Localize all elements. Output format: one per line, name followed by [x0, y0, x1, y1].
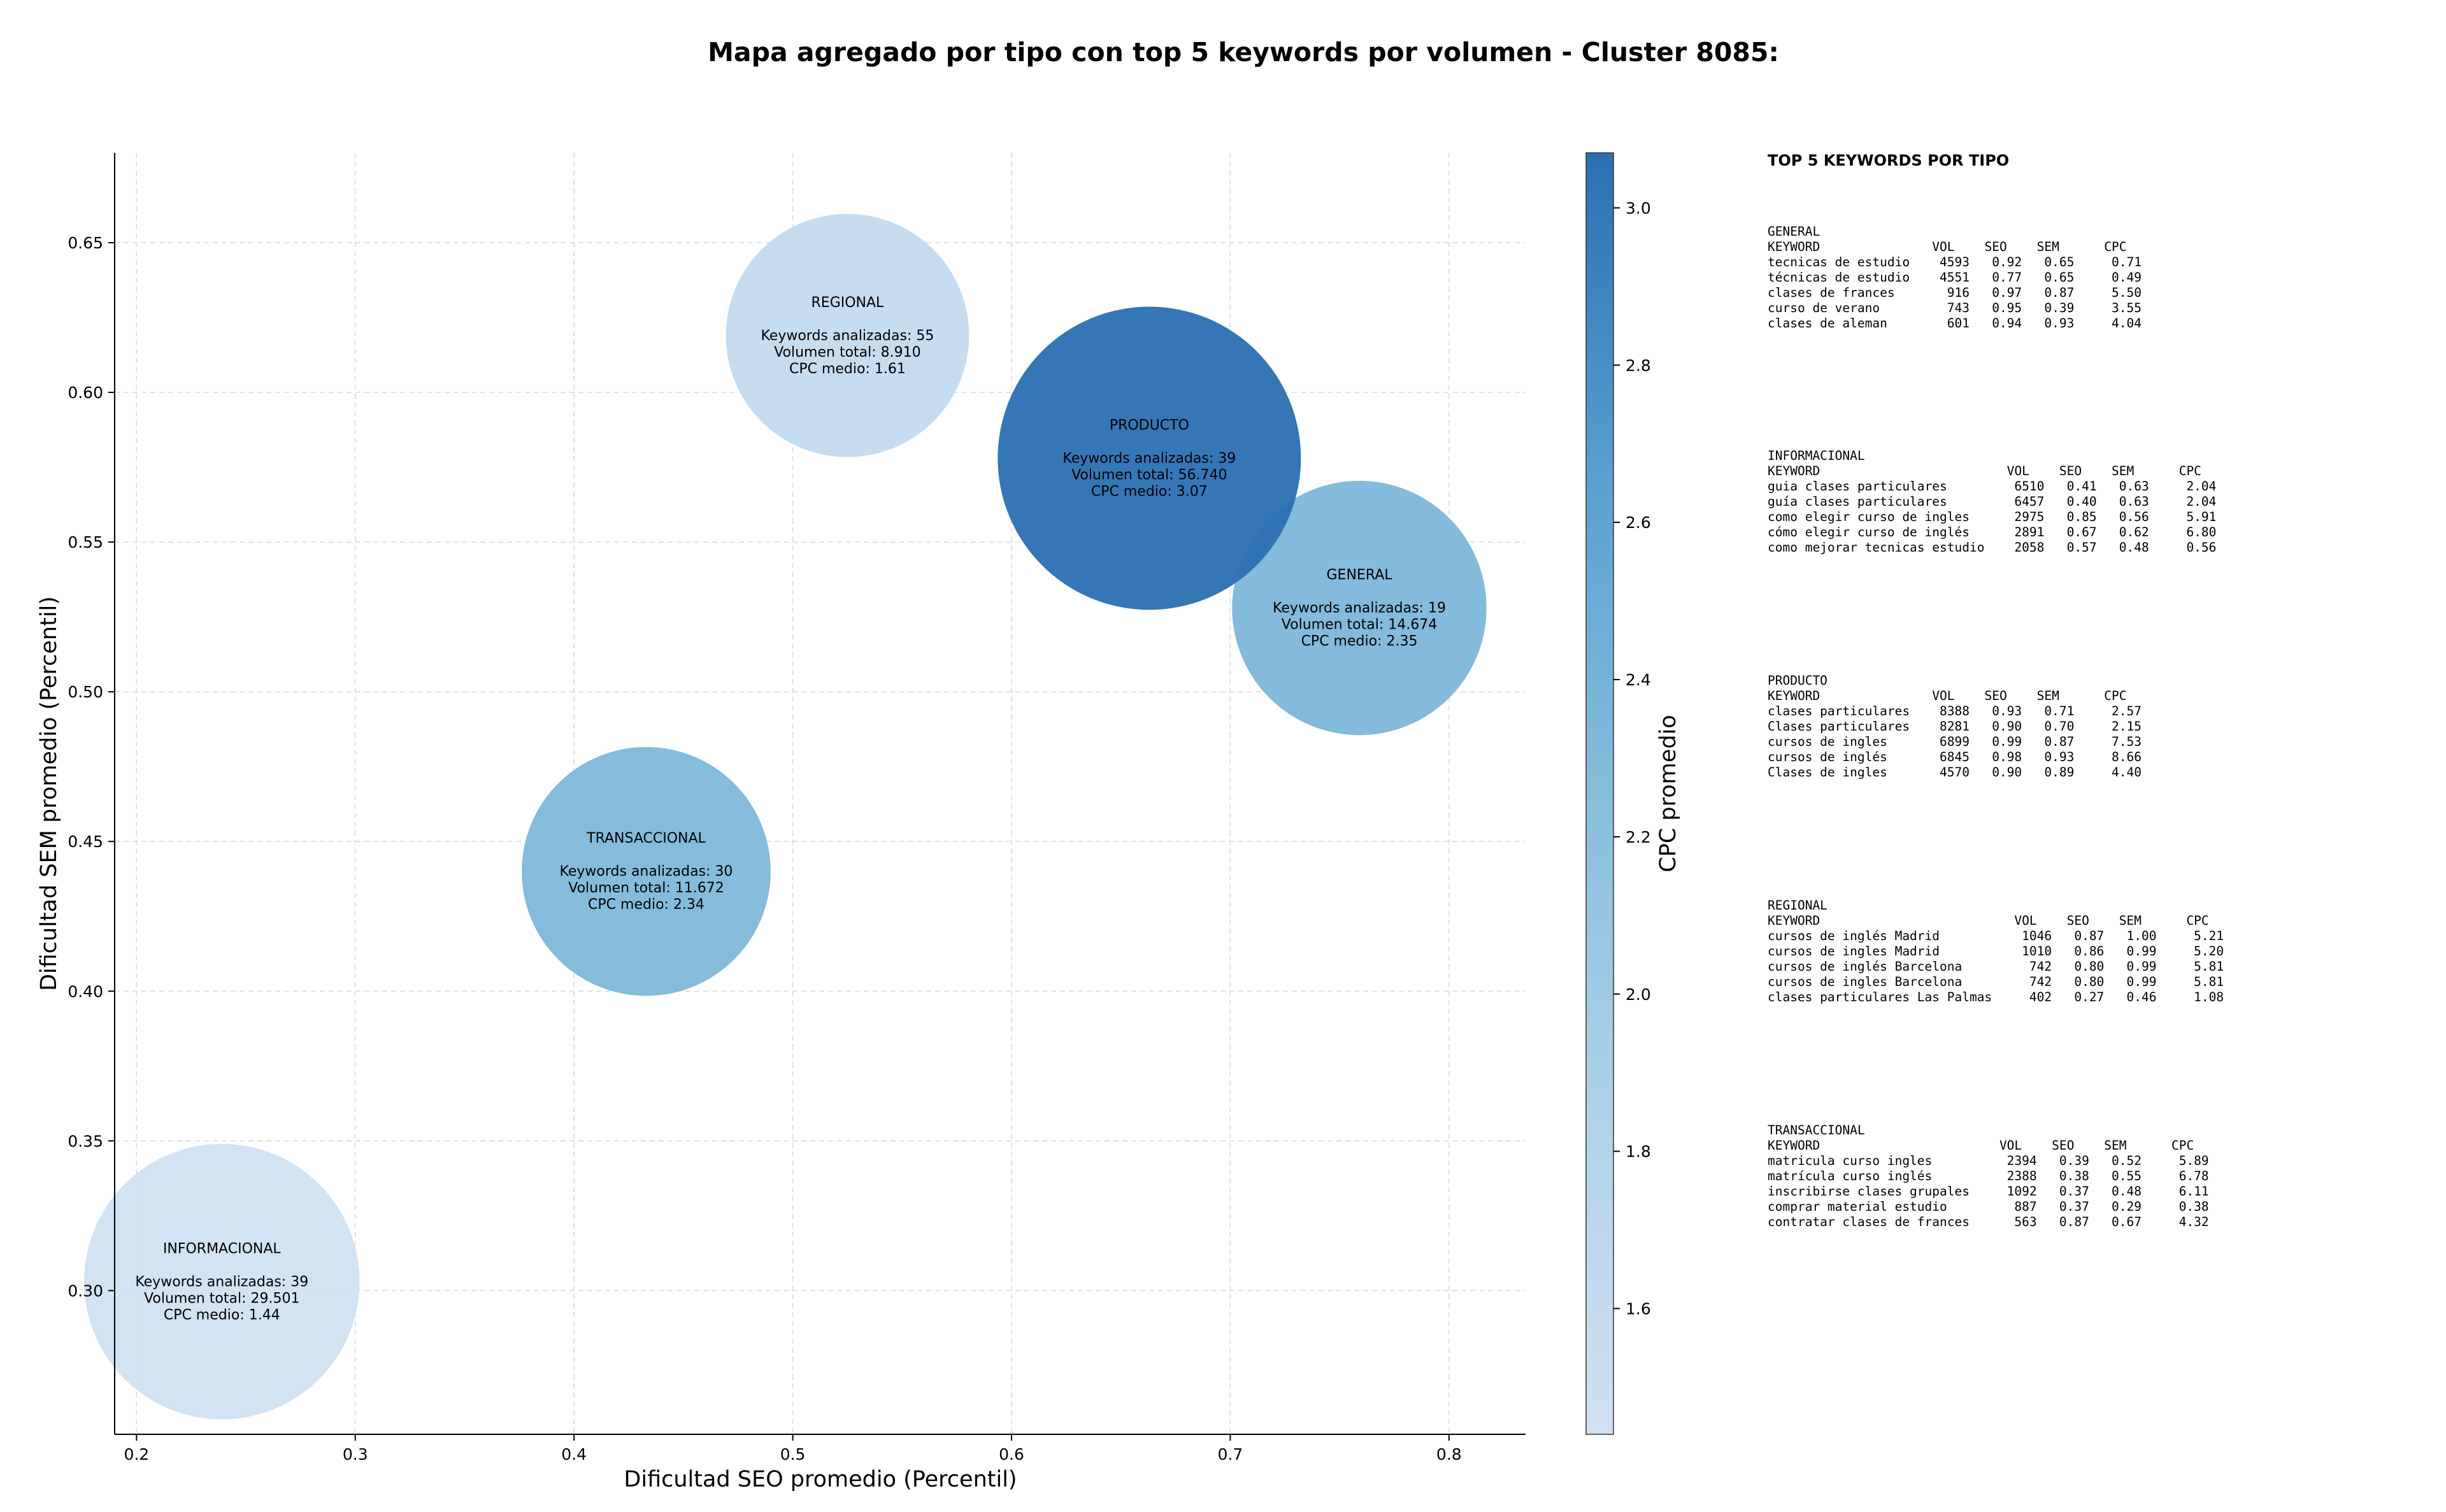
- y-ticks: 0.30 0.35 0.40 0.45 0.50 0.55 0.60 0.65: [68, 234, 115, 1300]
- keyword-row: matricula curso ingles 2394 0.39 0.52 5.…: [1768, 1153, 2209, 1168]
- keyword-table-header: KEYWORD VOL SEO SEM CPC: [1768, 239, 2127, 254]
- keyword-row: cursos de inglés 6845 0.98 0.93 8.66: [1768, 750, 2142, 764]
- bubble-keywords-label: Keywords analizadas: 55: [761, 328, 934, 344]
- colorbar-tick-label: 3.0: [1626, 199, 1651, 217]
- colorbar-label: CPC promedio: [1656, 715, 1681, 872]
- bubble-producto: [998, 306, 1301, 610]
- keyword-table-header: KEYWORD VOL SEO SEM CPC: [1768, 464, 2201, 478]
- keyword-table-header: KEYWORD VOL SEO SEM CPC: [1768, 688, 2127, 703]
- keyword-table-header: KEYWORD VOL SEO SEM CPC: [1768, 1138, 2194, 1153]
- x-tick-label: 0.3: [343, 1445, 368, 1464]
- keyword-row: como mejorar tecnicas estudio 2058 0.57 …: [1768, 540, 2216, 555]
- keyword-row: clases particulares 8388 0.93 0.71 2.57: [1768, 704, 2142, 718]
- colorbar-tick-label: 1.6: [1626, 1300, 1651, 1318]
- keyword-group-title: GENERAL: [1768, 224, 1820, 239]
- bubble-volume-label: Volumen total: 56.740: [1071, 467, 1227, 483]
- bubble-type-label: PRODUCTO: [1110, 417, 1189, 433]
- keywords-panel-title: TOP 5 KEYWORDS POR TIPO: [1768, 152, 2009, 169]
- bubble-volume-label: Volumen total: 8.910: [774, 345, 920, 360]
- bubble-keywords-label: Keywords analizadas: 30: [560, 864, 733, 880]
- x-ticks: 0.2 0.3 0.4 0.5 0.6 0.7 0.8: [124, 1434, 1462, 1464]
- x-tick-label: 0.2: [124, 1445, 149, 1464]
- y-tick-label: 0.55: [68, 533, 103, 552]
- y-tick-label: 0.65: [68, 234, 103, 252]
- bubble-general: [1232, 480, 1487, 736]
- y-axis-label: Dificultad SEM promedio (Percentil): [36, 596, 62, 991]
- bubble-volume-label: Volumen total: 29.501: [144, 1290, 299, 1306]
- keyword-group-title: PRODUCTO: [1768, 673, 1827, 688]
- keyword-row: Clases de ingles 4570 0.90 0.89 4.40: [1768, 765, 2142, 780]
- colorbar-tick-label: 2.8: [1626, 356, 1651, 374]
- keyword-group-title: INFORMACIONAL: [1768, 448, 1865, 463]
- keyword-row: guía clases particulares 6457 0.40 0.63 …: [1768, 494, 2216, 509]
- colorbar-tick-label: 2.0: [1626, 985, 1651, 1004]
- keyword-row: como elegir curso de ingles 2975 0.85 0.…: [1768, 510, 2216, 524]
- y-tick-label: 0.50: [68, 683, 103, 701]
- bubble-type-label: INFORMACIONAL: [163, 1241, 282, 1257]
- keyword-row: técnicas de estudio 4551 0.77 0.65 0.49: [1768, 270, 2142, 285]
- x-axis-label: Dificultad SEO promedio (Percentil): [624, 1467, 1017, 1492]
- keyword-row: Clases particulares 8281 0.90 0.70 2.15: [1768, 719, 2142, 734]
- bubble-cpc-label: CPC medio: 2.35: [1301, 634, 1418, 650]
- bubble-keywords-label: Keywords analizadas: 19: [1273, 601, 1446, 617]
- bubble-type-label: REGIONAL: [812, 295, 885, 311]
- x-tick-label: 0.7: [1218, 1445, 1243, 1464]
- keyword-row: curso de verano 743 0.95 0.39 3.55: [1768, 301, 2142, 315]
- bubble-volume-label: Volumen total: 14.674: [1282, 617, 1437, 633]
- keyword-row: clases particulares Las Palmas 402 0.27 …: [1768, 990, 2224, 1004]
- colorbar-tick-label: 2.4: [1626, 671, 1651, 689]
- bubble-transaccional: [522, 746, 771, 996]
- y-tick-label: 0.60: [68, 383, 103, 402]
- keyword-row: matrícula curso inglés 2388 0.38 0.55 6.…: [1768, 1169, 2209, 1183]
- keyword-table-header: KEYWORD VOL SEO SEM CPC: [1768, 913, 2209, 928]
- bubble-type-label: GENERAL: [1327, 567, 1393, 583]
- bubble-type-label: TRANSACCIONAL: [586, 831, 706, 846]
- keyword-row: clases de aleman 601 0.94 0.93 4.04: [1768, 316, 2142, 331]
- y-tick-label: 0.35: [68, 1132, 103, 1150]
- keyword-row: contratar clases de frances 563 0.87 0.6…: [1768, 1215, 2209, 1229]
- keyword-row: cursos de inglés Madrid 1046 0.87 1.00 5…: [1768, 929, 2224, 943]
- bubble-regional: [726, 213, 969, 457]
- bubble-keywords-label: Keywords analizadas: 39: [135, 1274, 308, 1290]
- keyword-row: cursos de ingles 6899 0.99 0.87 7.53: [1768, 734, 2142, 749]
- x-tick-label: 0.5: [780, 1445, 806, 1464]
- bubble-volume-label: Volumen total: 11.672: [568, 880, 724, 896]
- keyword-row: cursos de ingles Barcelona 742 0.80 0.99…: [1768, 974, 2224, 989]
- keyword-row: comprar material estudio 887 0.37 0.29 0…: [1768, 1199, 2209, 1214]
- y-tick-label: 0.45: [68, 832, 103, 851]
- bubble-informacional: [84, 1144, 360, 1420]
- colorbar-ticks: 1.6 1.8 2.0 2.2 2.4 2.6 2.8 3.0: [1613, 199, 1651, 1318]
- x-tick-label: 0.8: [1436, 1445, 1462, 1464]
- colorbar-tick-label: 2.6: [1626, 513, 1651, 532]
- x-tick-label: 0.4: [561, 1445, 587, 1464]
- bubble-cpc-label: CPC medio: 1.61: [789, 361, 906, 377]
- bubble-cpc-label: CPC medio: 2.34: [588, 897, 704, 913]
- bubble-keywords-label: Keywords analizadas: 39: [1062, 450, 1236, 466]
- bubble-cpc-label: CPC medio: 3.07: [1091, 483, 1208, 499]
- y-tick-label: 0.40: [68, 982, 103, 1001]
- keyword-row: clases de frances 916 0.97 0.87 5.50: [1768, 285, 2142, 300]
- x-tick-label: 0.6: [999, 1445, 1024, 1464]
- keyword-group-title: REGIONAL: [1768, 898, 1827, 913]
- keyword-row: guia clases particulares 6510 0.41 0.63 …: [1768, 479, 2216, 494]
- keyword-row: inscribirse clases grupales 1092 0.37 0.…: [1768, 1184, 2209, 1199]
- bubble-cpc-label: CPC medio: 1.44: [164, 1307, 280, 1323]
- keyword-row: cómo elegir curso de inglés 2891 0.67 0.…: [1768, 525, 2216, 539]
- colorbar-tick-label: 1.8: [1626, 1143, 1651, 1161]
- chart-title: Mapa agregado por tipo con top 5 keyword…: [708, 37, 1779, 68]
- colorbar-tick-label: 2.2: [1626, 828, 1651, 846]
- keyword-row: tecnicas de estudio 4593 0.92 0.65 0.71: [1768, 255, 2142, 269]
- keyword-row: cursos de inglés Barcelona 742 0.80 0.99…: [1768, 959, 2224, 974]
- y-tick-label: 0.30: [68, 1281, 103, 1300]
- keyword-group-title: TRANSACCIONAL: [1768, 1123, 1865, 1138]
- keyword-row: cursos de ingles Madrid 1010 0.86 0.99 5…: [1768, 944, 2224, 959]
- colorbar: [1585, 152, 1614, 1435]
